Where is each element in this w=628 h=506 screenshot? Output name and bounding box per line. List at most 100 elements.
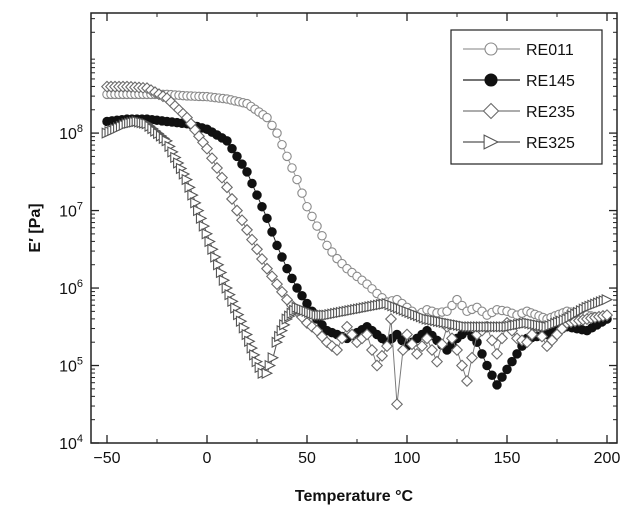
data-point	[312, 221, 322, 231]
series-re011	[102, 89, 612, 324]
data-point	[252, 190, 262, 200]
legend-entry: RE011	[463, 42, 574, 59]
legend-label: RE235	[526, 104, 575, 121]
data-point	[267, 352, 280, 364]
data-point	[415, 340, 429, 353]
legend-entry: RE145	[463, 73, 575, 90]
data-point	[535, 330, 549, 343]
y-tick-label: 105	[59, 356, 83, 376]
data-point	[297, 188, 307, 198]
data-point	[360, 328, 374, 341]
data-point	[520, 336, 534, 349]
data-point	[272, 128, 282, 138]
x-tick-label: 100	[394, 450, 421, 467]
data-point	[455, 359, 469, 372]
data-point	[487, 370, 497, 380]
data-point	[247, 178, 257, 189]
data-point	[240, 223, 254, 236]
data-point	[490, 347, 504, 360]
data-point	[297, 291, 307, 301]
data-point	[222, 136, 232, 146]
data-point	[250, 243, 264, 256]
data-point	[261, 367, 274, 379]
y-tick-label: 108	[59, 123, 83, 143]
data-point	[482, 102, 500, 120]
data-point	[287, 273, 297, 284]
data-point	[292, 174, 302, 185]
data-point	[270, 278, 284, 291]
data-point	[257, 201, 267, 212]
data-point	[322, 240, 332, 251]
data-point	[502, 364, 512, 375]
data-point	[477, 349, 487, 359]
data-point	[484, 42, 498, 56]
data-point	[445, 332, 459, 345]
data-point	[425, 343, 439, 357]
x-tick-label: 200	[594, 450, 621, 467]
data-point	[405, 338, 419, 351]
series-re325	[101, 115, 614, 379]
x-axis-title: Temperature °C	[295, 488, 414, 505]
x-tick-label: 0	[203, 450, 212, 467]
y-tick-label: 106	[59, 278, 83, 298]
data-point	[260, 262, 274, 275]
data-point	[512, 349, 522, 359]
data-point	[435, 338, 449, 351]
data-point	[302, 201, 312, 212]
x-tick-label: 150	[494, 450, 521, 467]
data-point	[460, 374, 474, 388]
data-point	[265, 270, 279, 283]
data-point	[410, 347, 424, 360]
data-point	[230, 204, 244, 217]
series-re235	[100, 80, 614, 411]
legend-entry: RE235	[463, 102, 575, 121]
legend-entry: RE325	[463, 134, 575, 152]
data-point	[600, 309, 614, 322]
data-point	[365, 343, 379, 357]
data-point	[200, 142, 214, 155]
data-point	[420, 332, 434, 345]
data-point	[275, 285, 289, 298]
data-point	[317, 230, 327, 241]
y-tick-label: 107	[59, 201, 83, 221]
data-point	[215, 171, 229, 184]
data-point	[390, 398, 404, 411]
data-point	[287, 163, 297, 173]
data-point	[232, 151, 242, 162]
data-point	[497, 372, 507, 382]
data-point	[525, 328, 539, 341]
y-axis-title: E′ [Pa]	[27, 203, 44, 252]
data-point	[485, 334, 499, 347]
data-point	[302, 298, 312, 309]
data-point	[262, 112, 272, 123]
x-tick-label: 50	[298, 450, 316, 467]
data-point	[601, 293, 614, 306]
data-point	[340, 320, 354, 333]
data-point	[225, 192, 239, 205]
tick-labels: −50 0 50 100 150 200 104 105 106 107 108	[59, 123, 620, 467]
legend-label: RE011	[526, 42, 574, 59]
data-point	[307, 211, 317, 222]
data-point	[282, 263, 292, 274]
data-point	[370, 359, 384, 372]
data-point	[245, 233, 259, 246]
legend-label: RE145	[526, 73, 575, 90]
data-point	[400, 328, 414, 341]
legend-label: RE325	[526, 135, 575, 152]
data-point	[396, 343, 410, 357]
data-point	[430, 355, 444, 368]
data-point	[450, 343, 464, 357]
x-tick-label: −50	[93, 450, 120, 467]
data-point	[335, 332, 349, 345]
data-point	[282, 151, 292, 162]
data-point	[484, 73, 498, 87]
data-point	[482, 360, 492, 371]
data-point	[264, 359, 277, 372]
data-point	[277, 252, 287, 262]
data-point	[210, 161, 224, 174]
data-point	[380, 340, 394, 353]
data-point	[375, 349, 389, 362]
data-point	[220, 181, 234, 194]
data-point	[384, 313, 398, 326]
